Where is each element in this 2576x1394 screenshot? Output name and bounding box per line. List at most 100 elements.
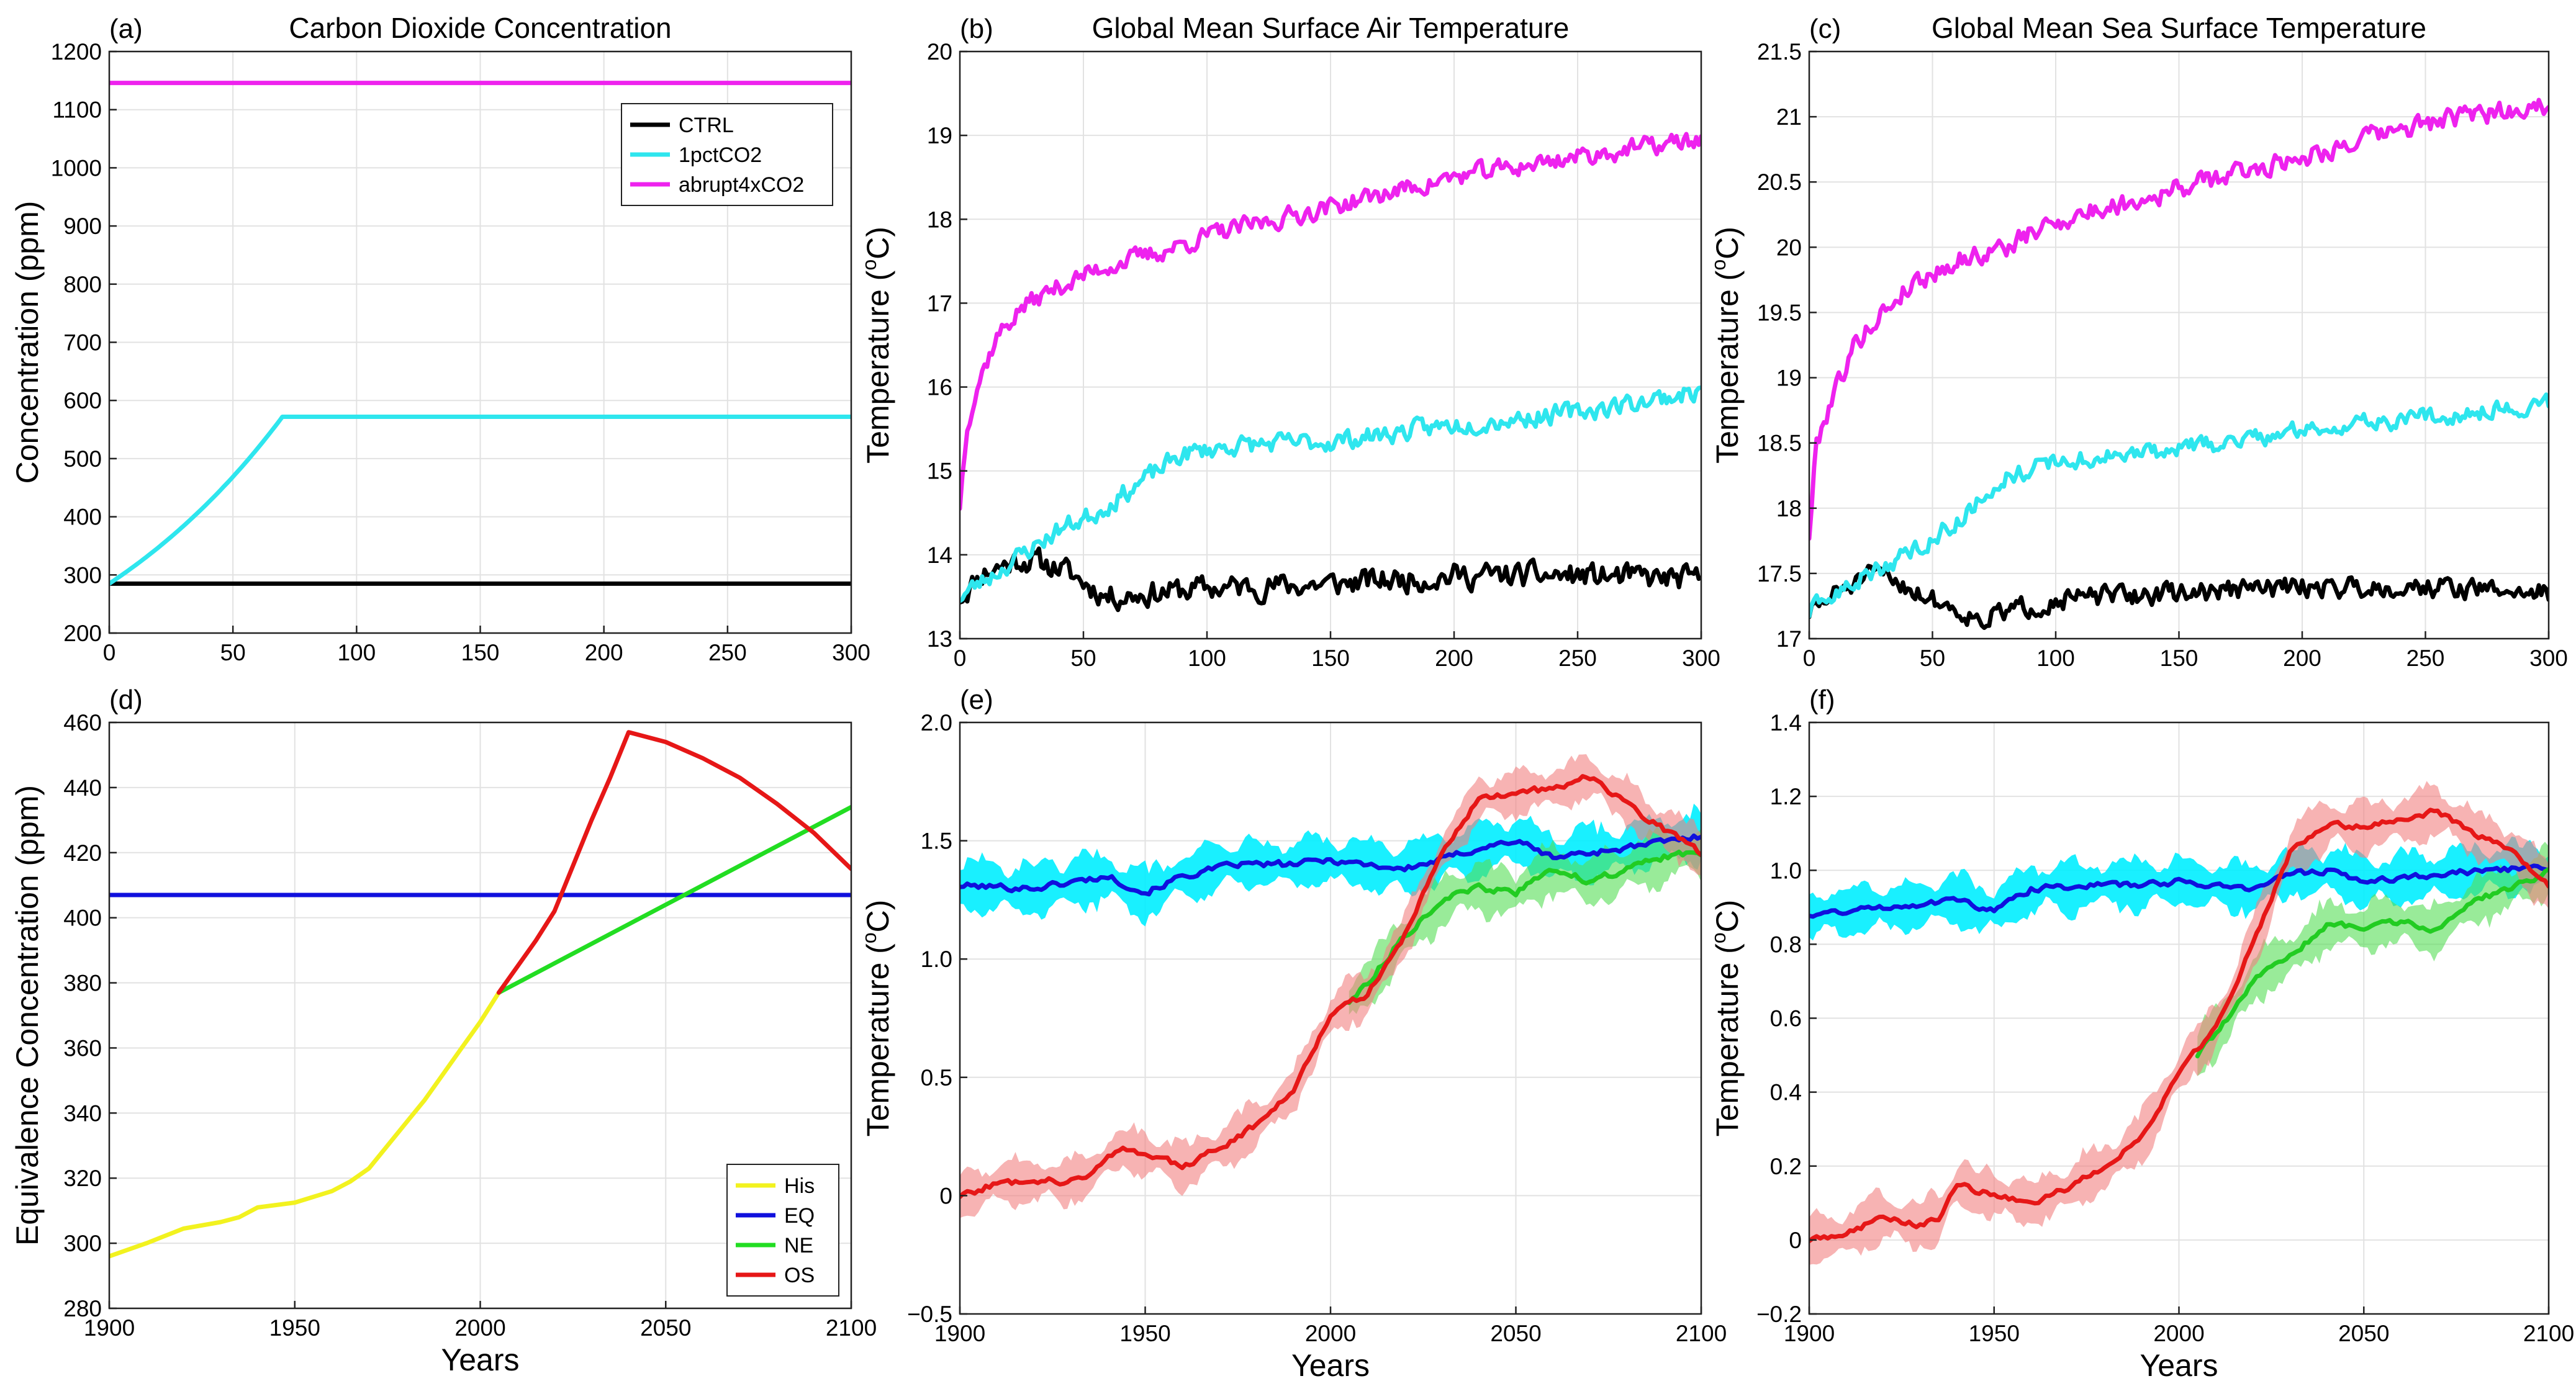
legend-label-abrupt4xco2: abrupt4xCO2 — [679, 173, 804, 197]
x-tick-label: 2050 — [1490, 1321, 1541, 1346]
y-axis-label: Temperature (oC) — [1707, 900, 1745, 1137]
x-axis-label: Years — [1291, 1348, 1370, 1383]
panel-c: 0 50 100 150 200 250 300 17 17.5 18 18.5 19 19.5 20 20… — [1707, 12, 2568, 671]
series-line-os — [960, 774, 1701, 1199]
x-tick-label: 1950 — [1969, 1321, 2020, 1346]
y-axis-label: Temperature (oC) — [858, 900, 895, 1137]
x-tick-label: 300 — [2529, 645, 2568, 671]
series-line-ne — [1347, 850, 1701, 1005]
panel-letter: (b) — [960, 14, 993, 44]
y-tick-label: 19 — [927, 123, 952, 148]
series-line-ne — [496, 804, 851, 995]
y-tick-label: 1100 — [52, 97, 102, 123]
y-tick-label: 15 — [927, 459, 952, 484]
y-tick-label: 700 — [63, 330, 102, 356]
y-tick-label: 0.5 — [921, 1065, 952, 1090]
series-line-1pctco2 — [109, 415, 851, 586]
x-tick-label: 250 — [1558, 645, 1597, 671]
y-tick-label: 0 — [1789, 1228, 1802, 1253]
x-tick-label: 1950 — [1119, 1321, 1170, 1346]
series-line-his — [109, 990, 501, 1259]
y-tick-label: −0.5 — [907, 1302, 952, 1327]
y-tick-label: 14 — [927, 542, 952, 568]
x-tick-label: 50 — [1070, 645, 1096, 671]
x-tick-label: 0 — [954, 645, 967, 671]
y-tick-label: 400 — [63, 906, 102, 931]
y-tick-label: 500 — [63, 446, 102, 472]
series-line-ctrl — [960, 546, 1701, 613]
x-tick-label: 1900 — [934, 1321, 985, 1346]
y-tick-label: 800 — [63, 272, 102, 297]
y-tick-label: 360 — [63, 1035, 102, 1061]
legend: His EQ NE OS — [726, 1164, 839, 1297]
x-tick-label: 250 — [708, 640, 747, 665]
series-line-eq — [960, 833, 1701, 897]
x-tick-label: 2000 — [454, 1315, 505, 1341]
x-tick-label: 200 — [585, 640, 623, 665]
y-tick-label: 0.8 — [1770, 932, 1802, 957]
series-line-1pctco2 — [960, 385, 1701, 603]
y-tick-label: 17 — [1776, 626, 1802, 652]
panel-title: Carbon Dioxide Concentration — [289, 12, 671, 44]
x-axis-label: Years — [441, 1342, 519, 1377]
series-line-abrupt4xco2 — [960, 132, 1701, 511]
x-tick-label: 200 — [2283, 645, 2321, 671]
y-axis-label: Temperature (oC) — [1707, 227, 1745, 464]
y-tick-label: 0.2 — [1770, 1154, 1802, 1179]
legend-label-ctrl: CTRL — [679, 114, 734, 137]
y-tick-label: 17.5 — [1757, 561, 1802, 587]
y-tick-label: 17 — [927, 290, 952, 316]
panel-letter: (e) — [960, 685, 993, 715]
y-tick-label: 18.5 — [1757, 431, 1802, 456]
x-tick-label: 2100 — [1676, 1321, 1727, 1346]
y-axis-label: Concentration (ppm) — [10, 201, 45, 484]
y-tick-label: 340 — [63, 1100, 102, 1126]
legend-label-ne: NE — [784, 1234, 813, 1257]
x-axis-label: Years — [2140, 1348, 2218, 1383]
y-tick-label: 20.5 — [1757, 169, 1802, 195]
y-tick-label: 300 — [63, 562, 102, 588]
y-tick-label: 380 — [63, 971, 102, 996]
x-tick-label: 1950 — [269, 1315, 320, 1341]
y-tick-label: 18 — [1776, 496, 1802, 521]
x-tick-label: 300 — [1682, 645, 1720, 671]
y-tick-label: 400 — [63, 505, 102, 530]
x-tick-label: 50 — [220, 640, 246, 665]
y-tick-label: 280 — [63, 1296, 102, 1321]
y-tick-label: 20 — [927, 39, 952, 65]
y-tick-label: 1000 — [51, 155, 102, 181]
y-tick-label: 0.4 — [1770, 1080, 1802, 1105]
y-tick-label: 1.4 — [1770, 710, 1802, 735]
y-tick-label: 460 — [63, 710, 102, 735]
y-tick-label: 21.5 — [1757, 39, 1802, 65]
x-tick-label: 2050 — [2338, 1321, 2389, 1346]
y-tick-label: 320 — [63, 1166, 102, 1191]
panel-b: 0 50 100 150 200 250 300 13 14 15 16 17 18 19 20 (b) Glo… — [858, 12, 1720, 671]
y-tick-label: 1.0 — [921, 947, 952, 972]
series-line-abrupt4xco2 — [1809, 97, 2549, 541]
x-tick-label: 100 — [337, 640, 376, 665]
x-tick-label: 0 — [1803, 645, 1816, 671]
series-line-os — [496, 730, 851, 995]
band-ne — [2197, 842, 2549, 1076]
series-group — [109, 730, 851, 1259]
y-tick-label: 18 — [927, 207, 952, 232]
y-tick-label: 1200 — [51, 39, 102, 65]
y-tick-label: 19.5 — [1757, 300, 1802, 325]
y-axis-label: Temperature (oC) — [858, 227, 895, 464]
x-tick-label: 150 — [2160, 645, 2199, 671]
y-tick-label: 1.5 — [921, 829, 952, 854]
y-tick-label: 19 — [1776, 366, 1802, 391]
legend-label-1pctco2: 1pctCO2 — [679, 143, 762, 167]
panel-e: 1900 1950 2000 2050 2100 −0.5 0 0.5 1.0 1.5 2.0 (e)… — [858, 685, 1727, 1383]
y-tick-label: 1.0 — [1770, 858, 1802, 883]
legend-label-eq: EQ — [784, 1204, 815, 1228]
series-line-eq — [1809, 863, 2549, 919]
x-tick-label: 2050 — [640, 1315, 691, 1341]
panel-a: 0 50 100 150 200 250 300 200 300 400 500 600 700 800 9… — [10, 12, 870, 665]
panel-f: 1900 1950 2000 2050 2100 −0.2 0 0.2 0.4 0.6 0.8 1.0… — [1707, 685, 2574, 1383]
x-tick-label: 1900 — [1784, 1321, 1835, 1346]
legend: CTRL 1pctCO2 abrupt4xCO2 — [621, 103, 833, 206]
series-line-ctrl — [1809, 564, 2549, 630]
y-tick-label: 16 — [927, 375, 952, 400]
